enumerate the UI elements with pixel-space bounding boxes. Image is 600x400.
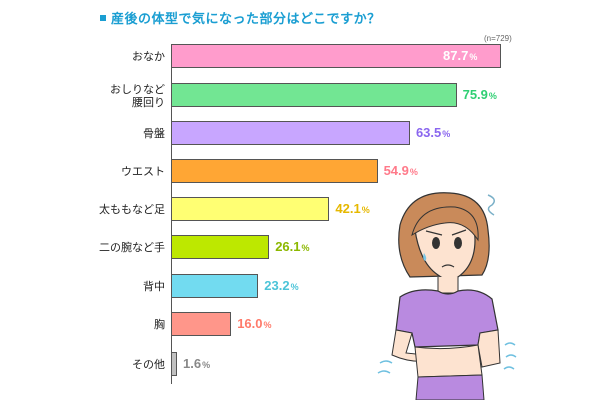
category-label-text: 太ももなど足 — [99, 203, 165, 216]
bar-row: その他 1.6% — [0, 352, 600, 378]
worried-woman-illustration — [377, 192, 517, 400]
bar-row: 太ももなど足 42.1% — [0, 197, 600, 223]
category-label: その他 — [45, 358, 165, 371]
value-label: 16.0% — [237, 316, 271, 331]
value-number: 23.2 — [264, 278, 290, 293]
bar — [171, 274, 259, 298]
category-label-text: その他 — [132, 358, 165, 371]
value-number: 54.9 — [383, 163, 409, 178]
value-label: 26.1% — [275, 239, 309, 254]
category-label-text: 二の腕など手 — [99, 241, 165, 254]
bar-row: 骨盤 63.5% — [0, 121, 600, 147]
percent-sign: % — [202, 360, 211, 370]
bar — [171, 83, 457, 107]
value-number: 63.5 — [415, 125, 442, 140]
chart-title: 産後の体型で気になった部分はどこですか？ — [100, 8, 381, 27]
percent-sign: % — [263, 320, 272, 330]
bar — [171, 159, 378, 183]
bar-row: 胸 16.0% — [0, 312, 600, 338]
category-label-line2: 腰回り — [132, 96, 165, 109]
category-label-line1: おしりなど — [110, 83, 165, 96]
value-number: 75.9 — [462, 87, 488, 102]
bar-row: 背中 23.2% — [0, 274, 600, 300]
category-label: 骨盤 — [45, 127, 165, 140]
percent-sign: % — [488, 91, 497, 101]
category-label: 背中 — [45, 280, 165, 293]
bar — [171, 352, 178, 376]
category-label-text: 胸 — [154, 318, 165, 331]
value-number: 87.7 — [443, 48, 469, 63]
category-label-text: 骨盤 — [143, 127, 165, 140]
value-number: 42.1 — [335, 201, 361, 216]
value-number: 16.0 — [237, 316, 263, 331]
bar — [171, 44, 501, 68]
bar — [171, 235, 270, 259]
title-bullet-icon — [100, 14, 106, 21]
percent-sign: % — [409, 167, 418, 177]
value-label: 54.9% — [384, 163, 418, 178]
category-label-text: 背中 — [143, 280, 165, 293]
value-label: 1.6% — [183, 356, 210, 371]
value-number: 1.6 — [183, 356, 202, 371]
value-label: 42.1% — [335, 201, 369, 216]
category-label: おしりなど 腰回り — [45, 83, 165, 109]
percent-sign: % — [442, 129, 451, 139]
value-label: 23.2% — [264, 278, 298, 293]
bar-row: おしりなど 腰回り 75.9% — [0, 83, 600, 109]
percent-sign: % — [469, 52, 478, 62]
value-number: 26.1 — [275, 239, 301, 254]
percent-sign: % — [361, 205, 370, 215]
category-label-text: おなか — [132, 50, 165, 63]
category-label-text: ウエスト — [121, 165, 165, 178]
value-label: 87.7% — [443, 48, 477, 63]
bar — [171, 197, 330, 221]
bar-row: ウエスト 54.9% — [0, 159, 600, 185]
sample-size: (n=729) — [484, 34, 512, 43]
percent-sign: % — [290, 282, 299, 292]
category-label: 胸 — [45, 318, 165, 331]
value-label: 75.9% — [463, 87, 497, 102]
value-label: 63.5% — [416, 125, 450, 140]
bar — [171, 312, 232, 336]
bar-row: おなか 87.7% — [0, 44, 600, 70]
percent-sign: % — [301, 243, 310, 253]
category-label: おなか — [45, 50, 165, 63]
category-label: 二の腕など手 — [45, 241, 165, 254]
bar-row: 二の腕など手 26.1% — [0, 235, 600, 261]
category-label: 太ももなど足 — [45, 203, 165, 216]
bar — [171, 121, 410, 145]
category-label: ウエスト — [45, 165, 165, 178]
